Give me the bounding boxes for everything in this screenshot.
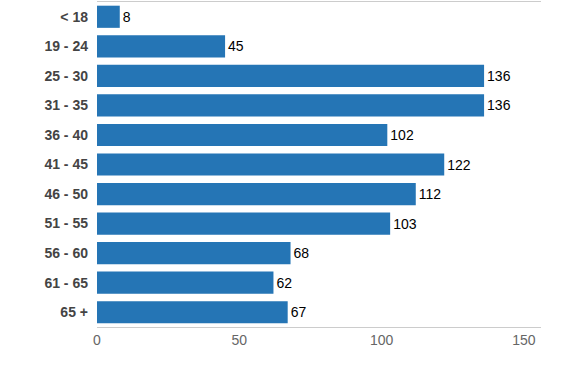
svg-text:45: 45 [228, 38, 244, 54]
svg-text:68: 68 [294, 245, 310, 261]
svg-text:112: 112 [419, 186, 442, 202]
svg-text:56 - 60: 56 - 60 [44, 245, 88, 261]
svg-text:41 - 45: 41 - 45 [44, 156, 88, 172]
svg-text:122: 122 [447, 157, 471, 173]
svg-text:150: 150 [512, 332, 536, 348]
svg-text:< 18: < 18 [60, 9, 88, 25]
svg-text:25 - 30: 25 - 30 [44, 68, 88, 84]
svg-text:62: 62 [276, 275, 292, 291]
svg-text:100: 100 [370, 332, 394, 348]
svg-text:31 - 35: 31 - 35 [44, 97, 88, 113]
svg-text:36 - 40: 36 - 40 [44, 127, 88, 143]
svg-text:61 - 65: 61 - 65 [44, 275, 88, 291]
svg-text:8: 8 [123, 9, 131, 25]
svg-text:19 - 24: 19 - 24 [44, 38, 88, 54]
svg-text:46 - 50: 46 - 50 [44, 186, 88, 202]
svg-text:103: 103 [393, 216, 417, 232]
svg-text:136: 136 [487, 68, 511, 84]
svg-text:65 +: 65 + [60, 304, 88, 320]
svg-text:51 - 55: 51 - 55 [44, 215, 88, 231]
svg-text:50: 50 [232, 332, 248, 348]
svg-text:67: 67 [291, 304, 307, 320]
svg-text:136: 136 [487, 97, 511, 113]
svg-text:0: 0 [93, 332, 101, 348]
svg-text:102: 102 [390, 127, 414, 143]
